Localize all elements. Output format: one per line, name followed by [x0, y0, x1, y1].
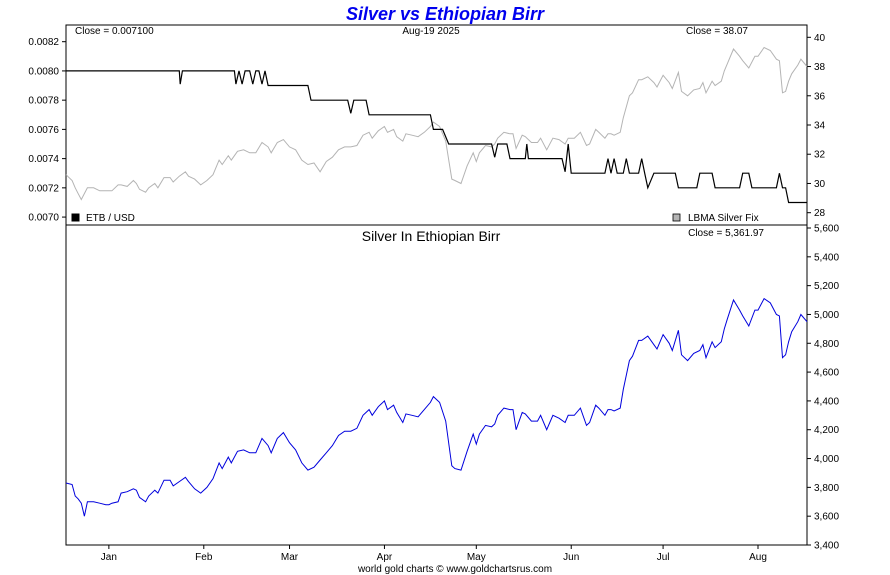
series-group: [65, 46, 808, 517]
x-axis-tick-label: Jan: [101, 552, 117, 563]
series-silver-in-birr: [65, 297, 808, 517]
x-axis-tick-label: Jun: [563, 552, 579, 563]
bottom-axis-tick-label: 5,400: [814, 252, 839, 263]
bottom-panel-title: Silver In Ethiopian Birr: [362, 228, 501, 244]
legend-silver-fix-label: LBMA Silver Fix: [688, 213, 759, 224]
x-axis-tick-label: Jul: [657, 552, 670, 563]
right-axis-tick-label: 28: [814, 208, 826, 219]
top-panel-frame: [65, 24, 808, 226]
bottom-axis-tick-label: 3,600: [814, 512, 839, 523]
top-date-label: Aug-19 2025: [402, 26, 460, 37]
chart-title: Silver vs Ethiopian Birr: [346, 4, 545, 24]
left-axis-tick-label: 0.0070: [28, 213, 59, 224]
x-axis-tick-label: Feb: [195, 552, 213, 563]
right-axis-tick-label: 30: [814, 179, 826, 190]
left-axis-tick-label: 0.0078: [28, 96, 59, 107]
x-axis-tick-label: Aug: [749, 552, 767, 563]
top-close-left-label: Close = 0.007100: [75, 26, 154, 37]
bottom-axis-tick-label: 4,000: [814, 454, 839, 465]
right-axis-tick-label: 34: [814, 121, 826, 132]
bottom-axis-tick-label: 4,600: [814, 368, 839, 379]
x-axis-tick-label: Mar: [281, 552, 299, 563]
footer-credit: world gold charts © www.goldchartsrus.co…: [357, 564, 552, 575]
bottom-panel-frame: [65, 224, 808, 546]
legend-silver-fix-swatch: [672, 213, 681, 222]
bottom-close-label: Close = 5,361.97: [688, 228, 764, 239]
legend-etb-swatch: [71, 213, 80, 222]
bottom-axis-tick-label: 4,800: [814, 339, 839, 350]
bottom-axis-tick-label: 5,600: [814, 224, 839, 235]
x-axis-tick-label: May: [467, 552, 486, 563]
left-axis-tick-label: 0.0076: [28, 125, 59, 136]
right-axis-tick-label: 32: [814, 150, 826, 161]
axis-tick-labels: 0.0070 0.0072 0.0074 0.0076 0.0078 0.0080 0.00…: [28, 33, 839, 563]
series-lbma-silver-fix: [65, 46, 808, 201]
bottom-axis-tick-label: 5,000: [814, 310, 839, 321]
bottom-axis-tick-label: 4,400: [814, 396, 839, 407]
top-close-right-label: Close = 38.07: [686, 26, 748, 37]
bottom-axis-tick-label: 4,200: [814, 425, 839, 436]
series-etb-usd: [66, 70, 807, 204]
right-axis-tick-label: 38: [814, 62, 826, 73]
bottom-axis-tick-label: 3,800: [814, 483, 839, 494]
left-axis-tick-label: 0.0074: [28, 154, 59, 165]
right-axis-tick-label: 40: [814, 33, 826, 44]
x-axis-tick-label: Apr: [377, 552, 393, 563]
right-axis-tick-label: 36: [814, 91, 826, 102]
left-axis-tick-label: 0.0082: [28, 37, 59, 48]
bottom-axis-tick-label: 5,200: [814, 281, 839, 292]
left-axis-tick-label: 0.0072: [28, 183, 59, 194]
bottom-axis-tick-label: 3,400: [814, 541, 839, 552]
left-axis-tick-label: 0.0080: [28, 66, 59, 77]
legend-etb-label: ETB / USD: [86, 213, 135, 224]
